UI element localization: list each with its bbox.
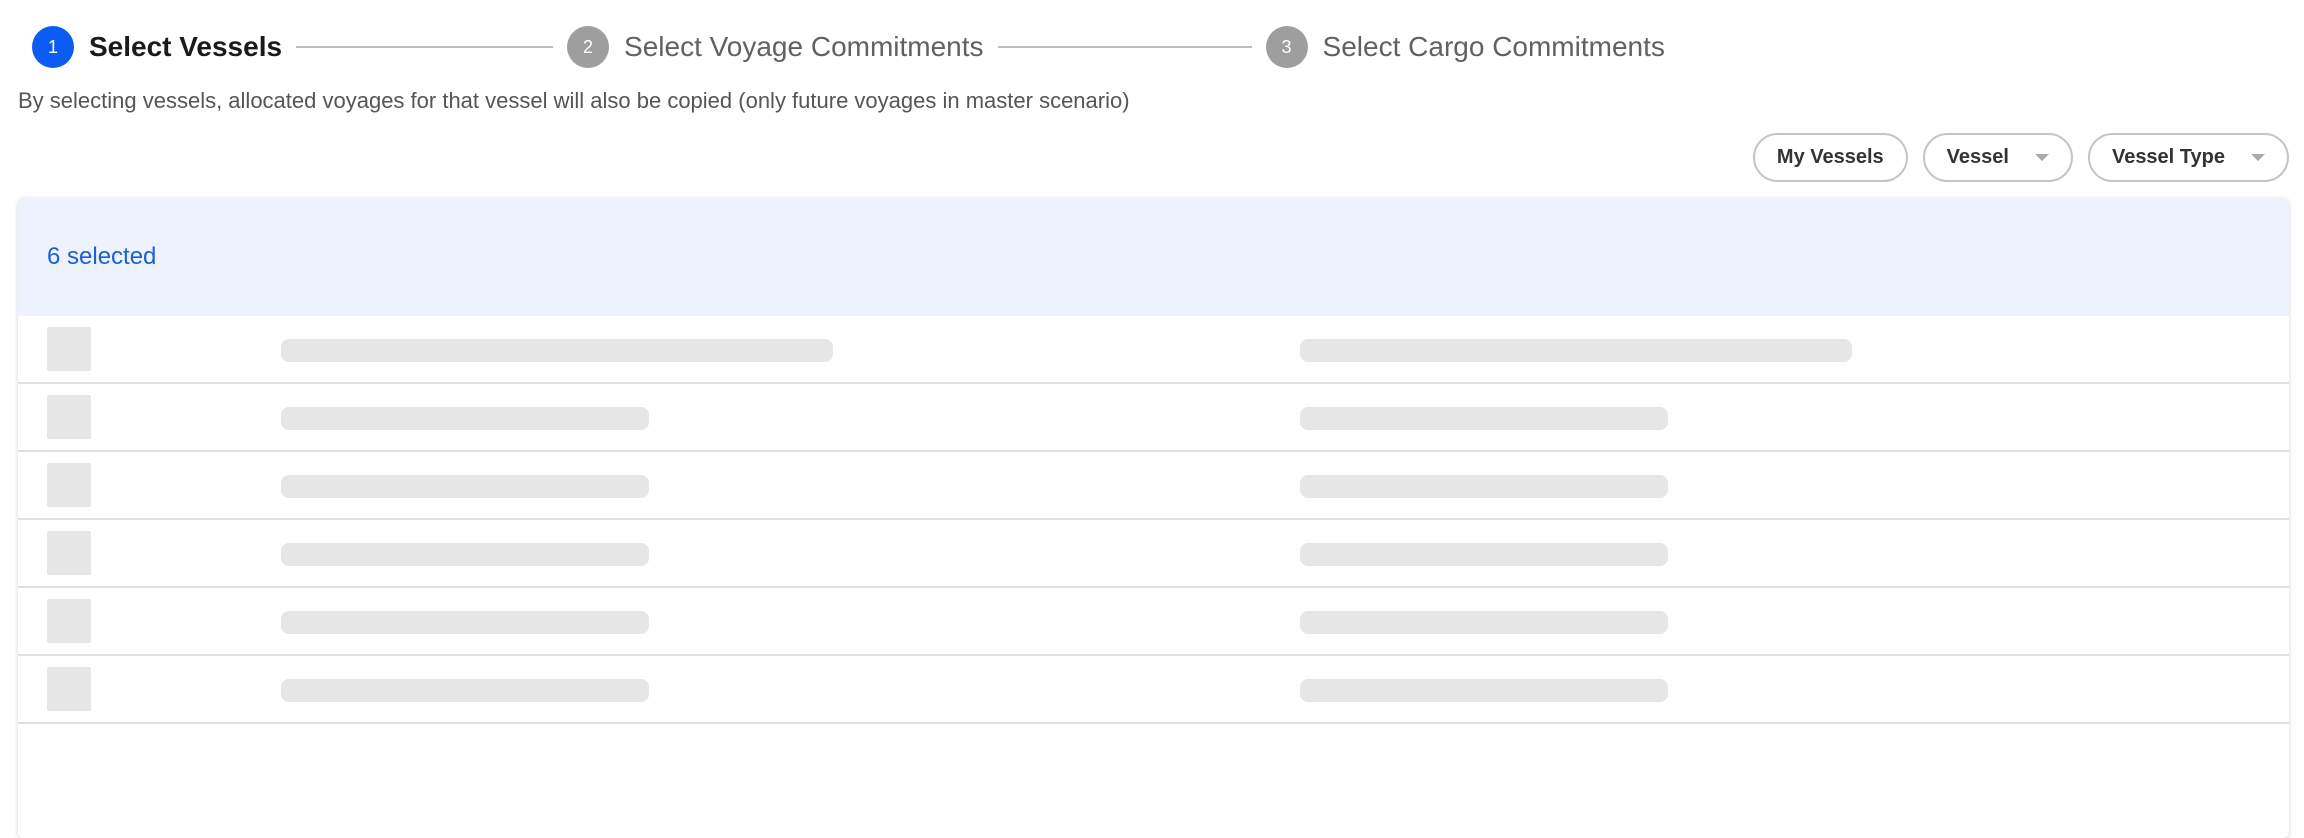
step-connector: [997, 46, 1252, 48]
vessel-type-filter-dropdown[interactable]: Vessel Type: [2087, 133, 2289, 182]
table-body: [18, 316, 2289, 724]
selected-count: 6 selected: [47, 243, 157, 270]
text-skeleton: [1300, 339, 1852, 362]
caret-down-icon: [2034, 154, 2049, 161]
text-skeleton: [281, 407, 649, 430]
checkbox-skeleton: [47, 599, 91, 643]
selection-header: 6 selected: [18, 198, 2289, 316]
step-label: Select Voyage Commitments: [624, 31, 984, 62]
step-label: Select Cargo Commitments: [1322, 31, 1665, 62]
skeleton-row: [18, 588, 2289, 656]
text-skeleton: [1300, 679, 1668, 702]
text-skeleton: [1300, 611, 1668, 634]
step-select-cargo-commitments[interactable]: 3 Select Cargo Commitments: [1265, 26, 1665, 68]
stepper: 1 Select Vessels 2 Select Voyage Commitm…: [32, 26, 1665, 68]
step-connector: [296, 46, 554, 48]
checkbox-skeleton: [47, 667, 91, 711]
skeleton-row: [18, 384, 2289, 452]
step-select-vessels[interactable]: 1 Select Vessels: [32, 26, 282, 68]
chip-label: Vessel: [1946, 146, 2009, 168]
checkbox-skeleton: [47, 395, 91, 439]
chip-label: Vessel Type: [2111, 146, 2225, 168]
my-vessels-filter-button[interactable]: My Vessels: [1752, 133, 1908, 182]
vessel-filter-dropdown[interactable]: Vessel: [1922, 133, 2073, 182]
text-skeleton: [281, 611, 649, 634]
step-number: 3: [1265, 26, 1308, 68]
text-skeleton: [1300, 407, 1668, 430]
checkbox-skeleton: [47, 463, 91, 507]
step-label: Select Vessels: [89, 31, 283, 62]
text-skeleton: [281, 339, 833, 362]
text-skeleton: [281, 679, 649, 702]
step-number: 2: [567, 26, 610, 68]
chip-label: My Vessels: [1776, 146, 1884, 168]
skeleton-row: [18, 656, 2289, 724]
text-skeleton: [1300, 475, 1668, 498]
caret-down-icon: [2251, 154, 2265, 161]
text-skeleton: [1300, 543, 1668, 566]
skeleton-row: [18, 520, 2289, 588]
filter-bar: My Vessels Vessel Vessel Type: [1752, 133, 2289, 182]
step-number: 1: [32, 26, 74, 68]
checkbox-skeleton: [47, 327, 91, 371]
skeleton-row: [18, 316, 2289, 384]
vessel-table: 6 selected: [18, 198, 2289, 838]
checkbox-skeleton: [47, 531, 91, 575]
step-description: By selecting vessels, allocated voyages …: [18, 88, 1130, 113]
text-skeleton: [281, 475, 649, 498]
text-skeleton: [281, 543, 649, 566]
skeleton-row: [18, 452, 2289, 520]
step-select-voyage-commitments[interactable]: 2 Select Voyage Commitments: [567, 26, 984, 68]
